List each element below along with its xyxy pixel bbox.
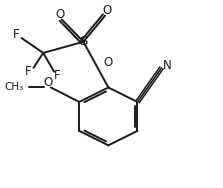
Text: CH₃: CH₃ [4,82,24,92]
Text: O: O [55,8,64,21]
Text: O: O [103,5,112,17]
Text: F: F [13,28,19,41]
Text: F: F [54,69,61,82]
Text: O: O [103,56,112,69]
Text: S: S [79,35,88,48]
Text: N: N [163,59,171,72]
Text: O: O [43,76,52,89]
Text: F: F [25,65,31,78]
